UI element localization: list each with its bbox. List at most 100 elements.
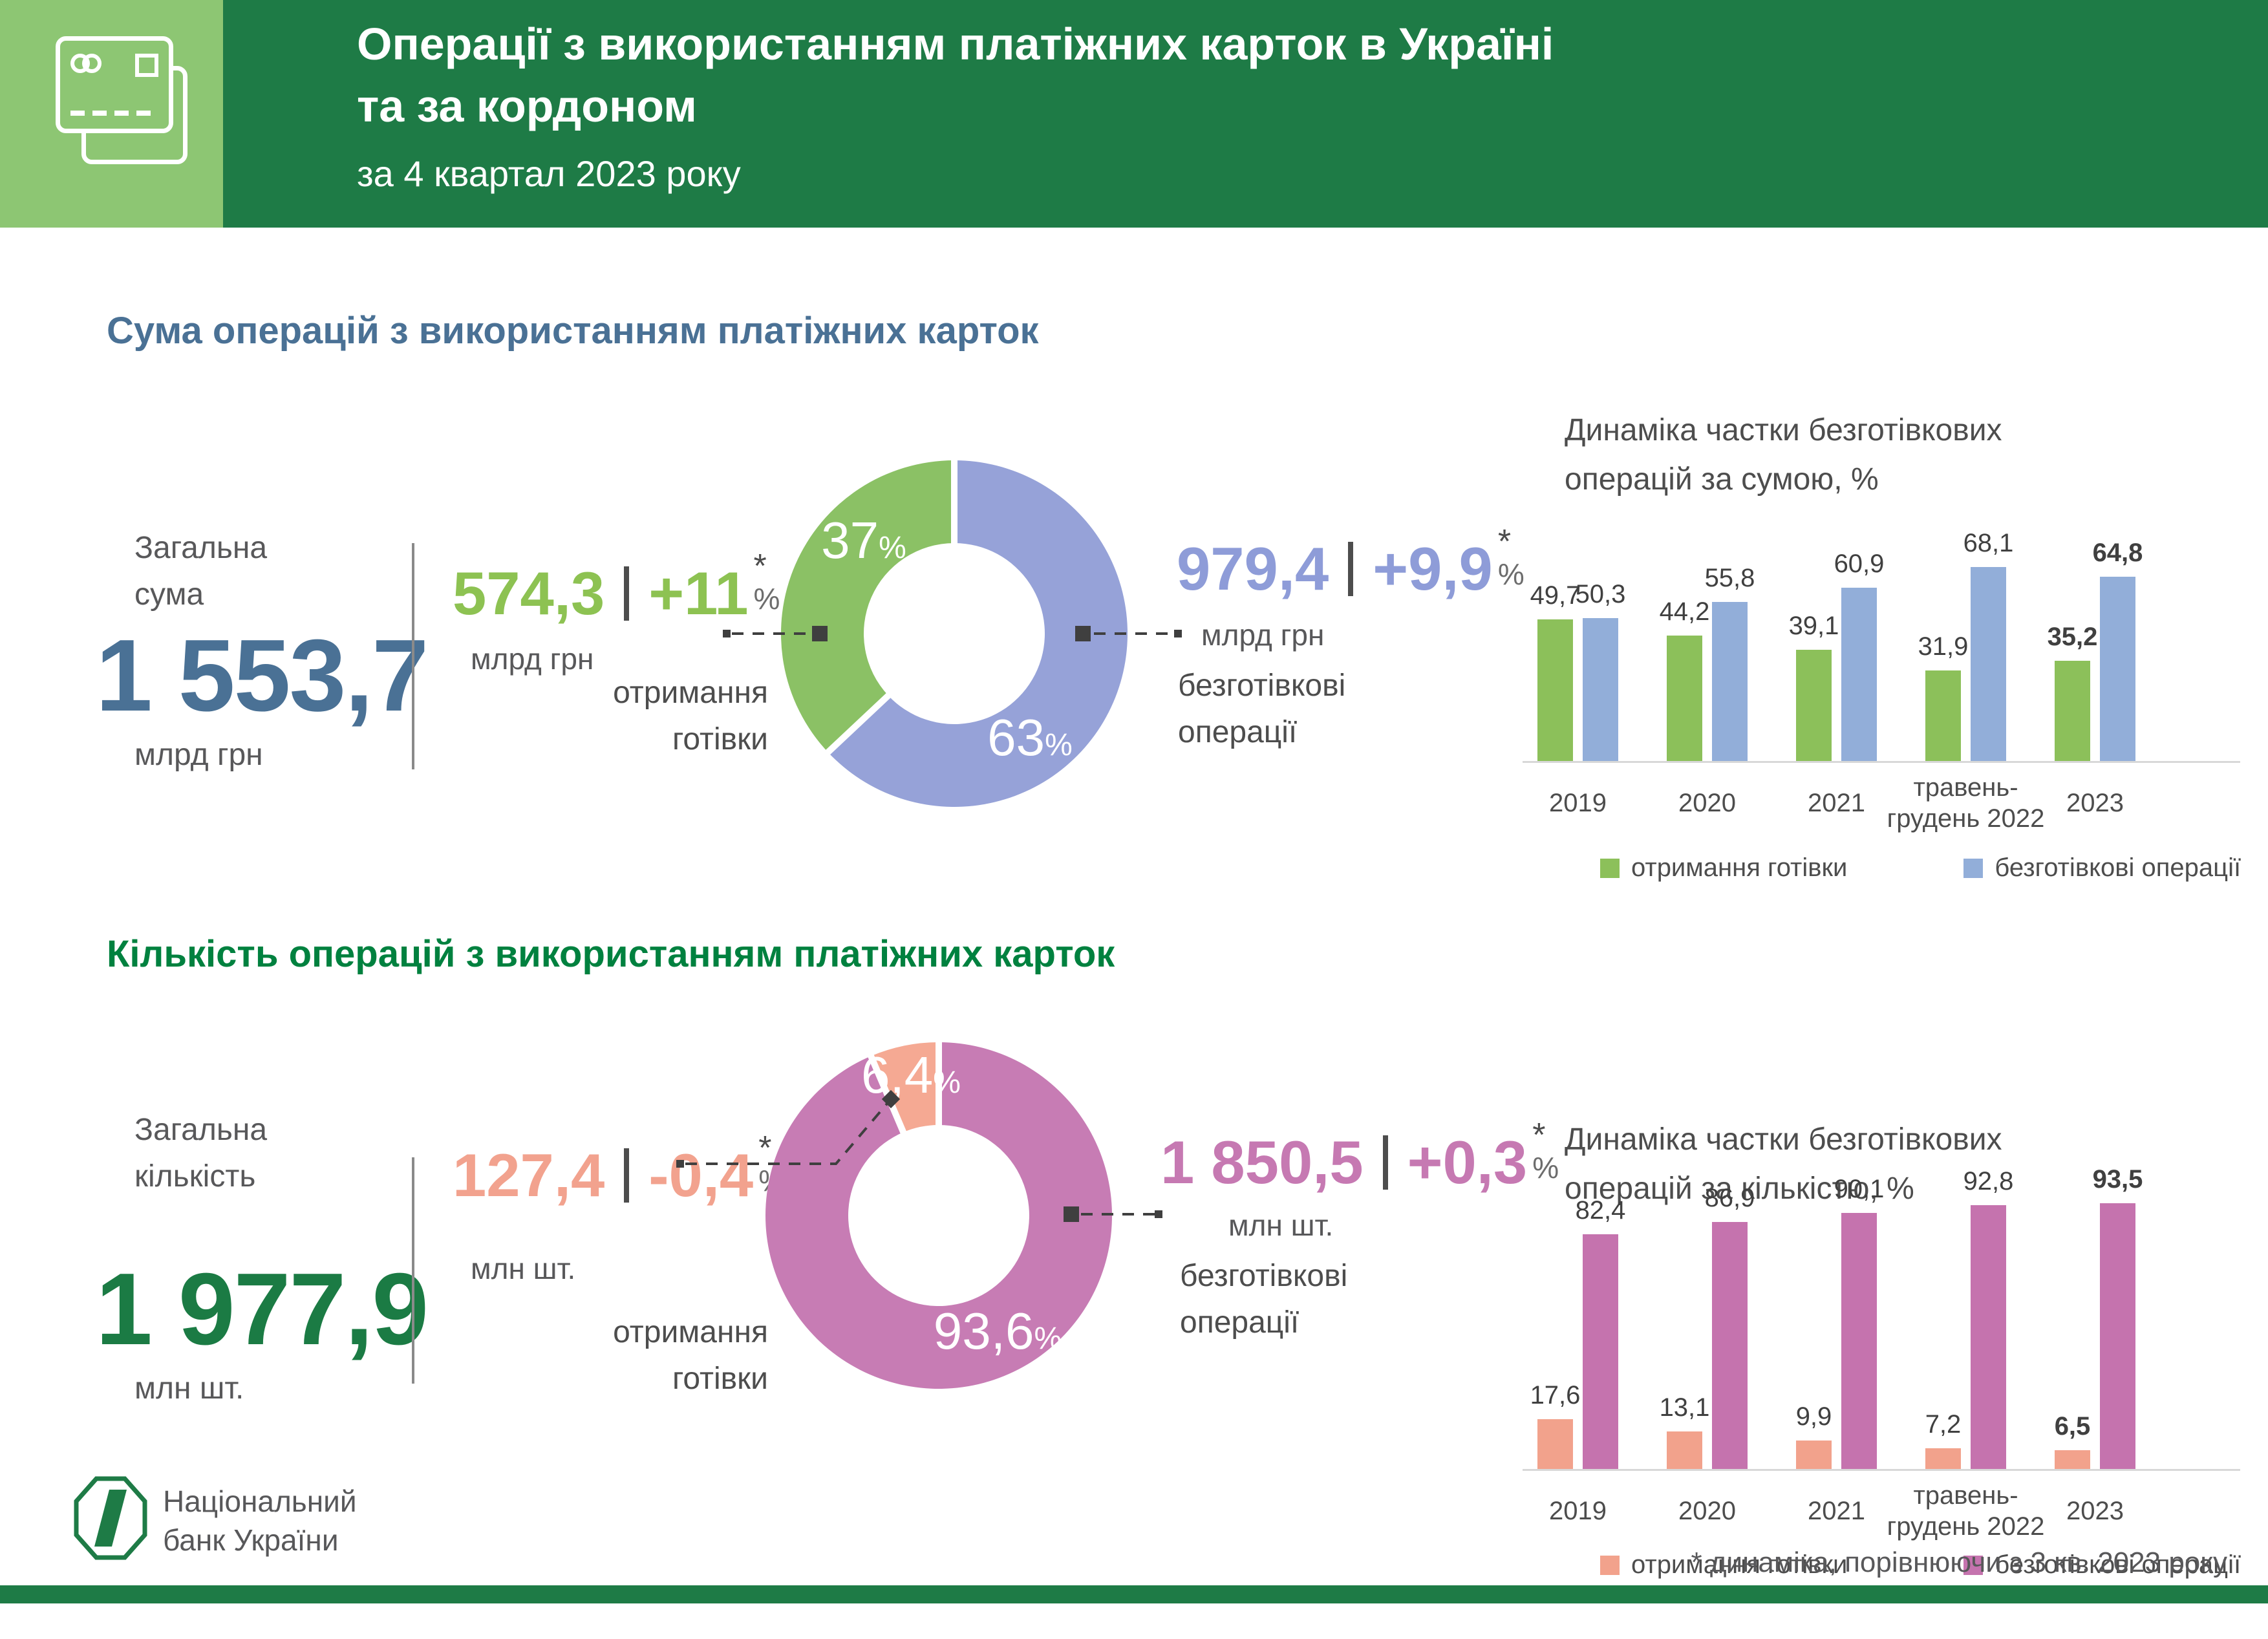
bar <box>1537 1419 1573 1469</box>
bottom-band <box>0 1585 2268 1603</box>
count-cash-unit: млн шт. <box>471 1252 576 1285</box>
bar-chart-count-plot: 17,6 13,1 9,9 7,2 6,5 82,4 86,9 90,1 92,8 93,5 201… <box>1523 1165 2240 1541</box>
donut-slice <box>871 1042 939 1133</box>
donut-slice <box>828 460 1128 807</box>
x-axis-category: травень-грудень 2022 <box>1887 1481 2045 1541</box>
bar <box>2100 1203 2135 1469</box>
count-cashless-change: +0,3 <box>1407 1128 1528 1196</box>
bar-value-label: 82,4 <box>1575 1196 1626 1225</box>
bar <box>1841 588 1877 761</box>
sum-cashless-unit: млрд грн <box>1201 618 1325 652</box>
connector-overlay <box>676 626 1182 1222</box>
bar-value-label: 7,2 <box>1925 1410 1962 1439</box>
bar <box>1971 567 2006 761</box>
x-axis-category: 2023 <box>2066 789 2124 817</box>
legend-item: отримання готівки <box>1600 853 1847 883</box>
footnote-percent: * % <box>1498 525 1524 590</box>
sum-donut-chart <box>781 456 1128 807</box>
footnote-star: * <box>1532 1117 1546 1154</box>
legend-swatch-icon <box>1600 1555 1620 1575</box>
connector-squares <box>676 626 1182 1222</box>
bar <box>1971 1205 2006 1469</box>
bar-chart-count-legend: отримання готівки безготівкові операції <box>1523 1550 2241 1580</box>
bar-value-label: 44,2 <box>1659 597 1710 626</box>
count-cash-stat: 127,4 -0,4 * % <box>453 1131 785 1208</box>
sum-cash-stat: 574,3 +11 * % <box>453 550 780 627</box>
bar-value-label: 39,1 <box>1788 612 1839 640</box>
card-chip-icon <box>82 54 102 73</box>
card-hologram-icon <box>135 54 158 77</box>
sum-total-unit: млрд грн <box>134 738 263 772</box>
bar-value-label: 64,8 <box>2092 539 2143 567</box>
percent-sign: % <box>1497 557 1524 591</box>
payment-cards-icon <box>56 36 191 178</box>
footnote-star: * <box>758 1130 772 1167</box>
sum-total-value: 1 553,7 <box>96 619 429 733</box>
bar <box>1667 1431 1702 1469</box>
donut-slice <box>765 1042 1112 1389</box>
count-cashless-unit: млн шт. <box>1228 1208 1334 1242</box>
bar <box>1537 619 1573 761</box>
sum-cash-value: 574,3 <box>453 559 605 627</box>
count-cashless-stat: 1 850,5 +0,3 * % <box>1161 1119 1559 1196</box>
bar <box>1796 650 1832 761</box>
legend-item: отримання готівки <box>1600 1550 1847 1580</box>
bar-value-label: 68,1 <box>1963 529 2014 557</box>
count-cash-label: отримання готівки <box>613 1315 768 1396</box>
x-axis-category: 2023 <box>2066 1497 2124 1525</box>
count-total-unit: млн шт. <box>134 1371 244 1406</box>
nbu-logo-icon <box>74 1476 147 1560</box>
bar <box>1841 1213 1877 1469</box>
bar-value-label: 9,9 <box>1795 1402 1832 1431</box>
x-axis-category: 2020 <box>1678 789 1736 817</box>
bar <box>2100 577 2135 761</box>
bar <box>1925 670 1961 761</box>
bar-value-label: 93,5 <box>2092 1165 2143 1194</box>
bar <box>1583 1234 1618 1469</box>
count-cashless-value: 1 850,5 <box>1161 1128 1364 1196</box>
bar-value-label: 50,3 <box>1575 580 1626 608</box>
bar-value-label: 49,7 <box>1530 581 1581 610</box>
stat-divider <box>1382 1135 1388 1190</box>
legend-label: безготівкові операції <box>1995 1550 2241 1579</box>
sum-donut-cash-label: 37% <box>821 511 906 569</box>
bar-chart-sum-title: Динаміка частки безготівкових операцій з… <box>1565 413 2002 497</box>
bank-name: Національний банк України <box>163 1484 357 1557</box>
legend-label: отримання готівки <box>1631 853 1848 882</box>
bar-value-label: 6,5 <box>2054 1412 2091 1441</box>
page-subtitle: за 4 квартал 2023 року <box>357 153 741 194</box>
x-axis-category: 2021 <box>1808 1497 1865 1525</box>
bar-value-label: 35,2 <box>2047 623 2098 651</box>
legend-item: безготівкові операції <box>1963 1550 2241 1580</box>
sum-cash-label: отримання готівки <box>613 676 768 756</box>
stat-divider <box>1348 542 1354 596</box>
x-axis-category: 2020 <box>1678 1497 1736 1525</box>
bar-value-label: 86,9 <box>1704 1184 1755 1212</box>
bar-value-label: 17,6 <box>1530 1381 1581 1409</box>
sum-donut-cashless-label: 63% <box>987 709 1073 766</box>
bar <box>1925 1448 1961 1469</box>
bar-value-label: 31,9 <box>1918 632 1969 661</box>
count-total-label: Загальна кількість <box>134 1113 268 1194</box>
sum-cashless-value: 979,4 <box>1177 535 1329 603</box>
bar-chart-sum: Динаміка частки безготівкових операцій з… <box>1523 406 2247 930</box>
x-axis-category: травень-грудень 2022 <box>1887 773 2045 833</box>
stat-divider <box>624 566 630 621</box>
percent-sign: % <box>1532 1151 1559 1184</box>
sum-cash-change: +11 <box>648 559 749 627</box>
page-title: Операції з використанням платіжних карто… <box>357 13 1554 137</box>
bar <box>1712 1222 1748 1469</box>
bar-value-label: 60,9 <box>1834 550 1885 578</box>
count-donut-cash-label: 6,4% <box>861 1046 961 1104</box>
legend-label: безготівкові операції <box>1995 853 2241 882</box>
bar-value-label: 13,1 <box>1659 1393 1710 1422</box>
count-total-value: 1 977,9 <box>96 1252 429 1366</box>
donut-slice <box>781 460 954 753</box>
sum-cashless-change: +9,9 <box>1373 535 1493 603</box>
page-title-line2: та за кордоном <box>357 81 697 131</box>
bar <box>1667 636 1702 761</box>
legend-item: безготівкові операції <box>1963 853 2241 883</box>
bar-chart-count: Динаміка частки безготівкових операцій з… <box>1523 1115 2247 1639</box>
divider-line <box>412 543 414 769</box>
stat-divider <box>624 1148 630 1203</box>
